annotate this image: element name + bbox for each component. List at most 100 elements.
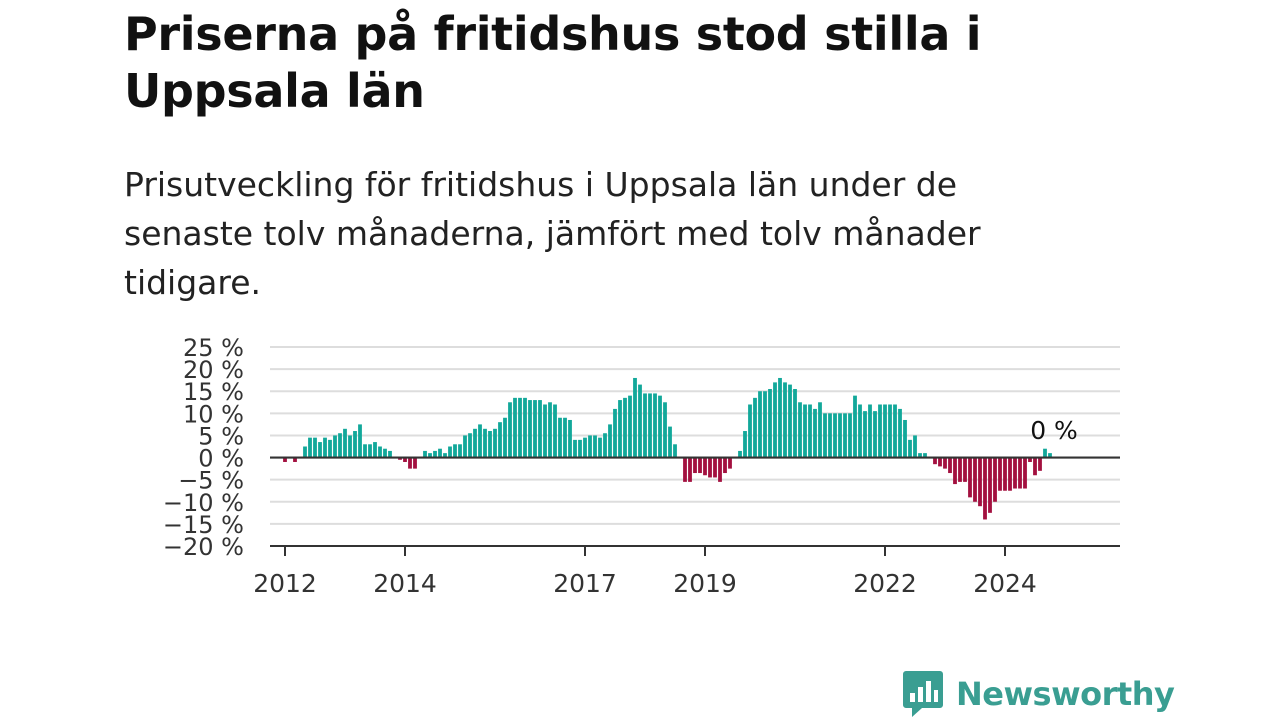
- bar: [923, 453, 927, 458]
- bar: [628, 395, 632, 458]
- axes: [270, 456, 1120, 547]
- bar: [613, 408, 617, 458]
- bar: [683, 457, 687, 482]
- bar: [623, 397, 627, 458]
- bar: [533, 400, 537, 458]
- bar: [763, 391, 767, 458]
- bar: [423, 450, 427, 458]
- bar: [788, 384, 792, 458]
- y-tick-label: 5 %: [198, 422, 244, 450]
- bar: [338, 433, 342, 458]
- bar: [558, 417, 562, 458]
- bar: [948, 457, 952, 474]
- bar: [433, 450, 437, 458]
- bar: [768, 389, 772, 458]
- bar: [318, 442, 322, 458]
- bar: [738, 450, 742, 458]
- bar: [618, 400, 622, 458]
- chart-title: Priserna på fritidshus stod stilla i Upp…: [124, 7, 982, 118]
- bar: [668, 426, 672, 458]
- bar: [983, 457, 987, 520]
- bar: [408, 457, 412, 469]
- bar: [883, 404, 887, 458]
- bar: [448, 446, 452, 458]
- x-tick-label: 2022: [853, 569, 917, 598]
- y-tick-label: 15 %: [183, 378, 244, 406]
- bar: [673, 444, 677, 458]
- bar: [498, 422, 502, 458]
- y-tick-label: 25 %: [183, 334, 244, 362]
- bar: [458, 444, 462, 458]
- bar: [528, 400, 532, 458]
- y-tick-label: −5 %: [178, 467, 244, 495]
- bar: [1008, 457, 1012, 491]
- logo-text: Newsworthy: [956, 675, 1175, 713]
- bar: [603, 433, 607, 458]
- bar: [743, 431, 747, 458]
- bar: [893, 404, 897, 458]
- bar: [1018, 457, 1022, 489]
- bar: [578, 439, 582, 458]
- x-axis-ticks: 2012 2014 2017 2019 2022 2024: [253, 546, 1037, 598]
- bar: [958, 457, 962, 482]
- bar: [503, 417, 507, 458]
- bar: [848, 413, 852, 458]
- bar: [823, 413, 827, 458]
- bar: [488, 431, 492, 458]
- bar: [1033, 457, 1037, 476]
- bar: [568, 419, 572, 458]
- bar: [803, 404, 807, 458]
- bar: [608, 424, 612, 458]
- bar: [703, 457, 707, 476]
- bar: [588, 435, 592, 458]
- bar: [323, 437, 327, 458]
- bar: [968, 457, 972, 498]
- bars: [283, 377, 1052, 520]
- grid-lines: [270, 346, 1120, 547]
- bar: [403, 457, 407, 462]
- bar: [908, 439, 912, 458]
- y-tick-label: −10 %: [163, 489, 244, 517]
- bar: [773, 382, 777, 458]
- bar: [653, 393, 657, 458]
- x-tick-label: 2014: [373, 569, 437, 598]
- bar: [1038, 457, 1042, 471]
- bar: [798, 402, 802, 458]
- bar: [843, 413, 847, 458]
- bar: [523, 397, 527, 458]
- x-tick-label: 2019: [673, 569, 737, 598]
- bar: [1043, 448, 1047, 458]
- bar: [723, 457, 727, 474]
- x-tick-label: 2024: [973, 569, 1037, 598]
- bar: [998, 457, 1002, 491]
- bar: [648, 393, 652, 458]
- bar: [918, 453, 922, 458]
- bar: [543, 404, 547, 458]
- y-tick-label: −15 %: [163, 511, 244, 539]
- bar: [413, 457, 417, 469]
- bar: [428, 453, 432, 458]
- bar: [658, 395, 662, 458]
- bar: [888, 404, 892, 458]
- bar: [333, 435, 337, 458]
- bar: [1048, 453, 1052, 458]
- bar: [953, 457, 957, 485]
- bar: [383, 448, 387, 458]
- bar: [308, 437, 312, 458]
- y-tick-label: 0 %: [198, 445, 244, 473]
- bar: [878, 404, 882, 458]
- bar: [708, 457, 712, 478]
- bar: [328, 439, 332, 458]
- bar: [348, 435, 352, 458]
- bar: [473, 428, 477, 458]
- y-tick-label: 10 %: [183, 400, 244, 428]
- bar: [863, 411, 867, 458]
- bar: [728, 457, 732, 469]
- y-tick-label: 20 %: [183, 356, 244, 384]
- bar: [963, 457, 967, 482]
- bar: [633, 377, 637, 458]
- y-tick-label: −20 %: [163, 533, 244, 561]
- bar: [993, 457, 997, 502]
- bar: [693, 457, 697, 474]
- chart-subtitle: Prisutveckling för fritidshus i Uppsala …: [124, 165, 981, 302]
